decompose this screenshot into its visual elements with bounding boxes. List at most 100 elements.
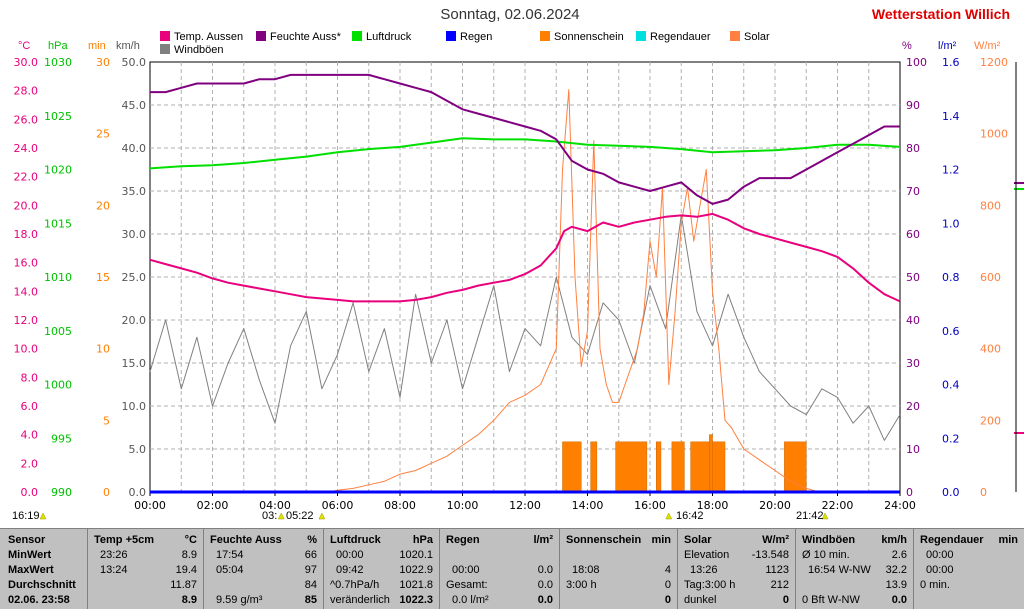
col-raindur: Regendauer min 00:00 00:00 0 min.	[920, 534, 1018, 591]
y-tick-solar: 800	[980, 199, 1001, 212]
unit-humidity: %	[902, 40, 912, 52]
sunshine-bar	[671, 441, 685, 493]
sunshine-bar	[656, 441, 662, 493]
y-tick-wind: 35.0	[122, 185, 147, 198]
legend-raindur: Regendauer	[636, 31, 711, 43]
y-tick-temp: 24.0	[14, 142, 39, 155]
y-tick-temp: 8.0	[21, 371, 39, 384]
y-tick-temp: 22.0	[14, 171, 39, 184]
y-tick-humidity: 50	[906, 271, 920, 284]
legend-wind: Windböen	[160, 44, 224, 56]
y-tick-rain: 0.4	[942, 379, 960, 392]
unit-minutes: min	[88, 40, 106, 52]
y-tick-humidity: 40	[906, 314, 920, 327]
x-tick-label: 06:00	[322, 499, 354, 512]
stats-table: Sensor MinWert MaxWert Durchschnitt 02.0…	[0, 528, 1024, 609]
x-tick-label: 24:00	[884, 499, 916, 512]
unit-wind: km/h	[116, 40, 140, 52]
y-tick-temp: 14.0	[14, 285, 39, 298]
y-tick-wind: 40.0	[122, 142, 147, 155]
y-tick-minutes: 30	[96, 56, 110, 69]
unit-rain: l/m²	[938, 40, 957, 52]
y-tick-wind: 10.0	[122, 400, 147, 413]
sunshine-bar	[690, 441, 726, 493]
y-tick-humidity: 20	[906, 400, 920, 413]
legend-solar: Solar	[730, 31, 770, 43]
y-tick-humidity: 90	[906, 99, 920, 112]
y-tick-rain: 0.8	[942, 271, 960, 284]
unit-solar: W/m²	[974, 40, 1001, 52]
y-tick-humidity: 30	[906, 357, 920, 370]
y-tick-pressure: 1005	[44, 325, 72, 338]
sunshine-bar	[709, 434, 713, 493]
y-tick-rain: 1.6	[942, 56, 960, 69]
series-line-windb-en	[149, 214, 901, 441]
series-line-temp-aussen	[149, 212, 901, 303]
y-tick-temp: 6.0	[21, 400, 39, 413]
x-tick-label: 04:00	[259, 499, 291, 512]
y-tick-temp: 26.0	[14, 113, 39, 126]
y-tick-minutes: 0	[103, 486, 110, 499]
y-tick-pressure: 1015	[44, 217, 72, 230]
y-tick-solar: 1000	[980, 128, 1008, 141]
y-tick-wind: 30.0	[122, 228, 147, 241]
y-tick-solar: 600	[980, 271, 1001, 284]
x-tick-label: 20:00	[759, 499, 791, 512]
y-tick-humidity: 60	[906, 228, 920, 241]
series-line-feuchte-auss-	[150, 73, 900, 205]
y-tick-temp: 12.0	[14, 314, 39, 327]
y-tick-solar: 1200	[980, 56, 1008, 69]
y-tick-pressure: 1025	[44, 110, 72, 123]
y-tick-humidity: 100	[906, 56, 927, 69]
chart-title: Sonntag, 02.06.2024	[440, 6, 580, 23]
col-humidity: Feuchte Auss% 17:54 66 05:04 97 84 9.59 g/…	[204, 529, 324, 609]
col-wind: Windböen km/h Ø 10 min. 2.6 16:54 W-NW 32.2…	[796, 529, 914, 609]
series-line-solar	[150, 89, 900, 493]
y-tick-rain: 0.2	[942, 432, 960, 445]
x-tick-label: 08:00	[384, 499, 416, 512]
x-tick-label: 12:00	[509, 499, 541, 512]
y-tick-solar: 400	[980, 343, 1001, 356]
y-tick-pressure: 1010	[44, 271, 72, 284]
y-tick-temp: 16.0	[14, 257, 39, 270]
sun-marker-icon	[277, 512, 285, 520]
chart-canvas: 0.0 2.0 4.0 6.0 8.0 10.0 12.0 14.0 16.0 18.0 20.0 2…	[14, 56, 1024, 520]
y-tick-pressure: 1030	[44, 56, 72, 69]
marker-t3: 16:42	[676, 510, 704, 522]
y-tick-wind: 45.0	[122, 99, 147, 112]
y-tick-pressure: 995	[51, 432, 72, 445]
y-tick-pressure: 1000	[44, 379, 72, 392]
y-tick-temp: 10.0	[14, 343, 39, 356]
x-tick-label: 10:00	[447, 499, 479, 512]
marker-left: 16:19	[12, 510, 40, 522]
y-tick-minutes: 15	[96, 271, 110, 284]
col-rain: Regen l/m² 00:00 0.0 Gesamt: 0.0 0.0 l/m² 0.…	[440, 529, 560, 609]
x-tick-label: 00:00	[134, 499, 166, 512]
y-tick-rain: 1.0	[942, 217, 960, 230]
y-tick-solar: 0	[980, 486, 987, 499]
sun-marker-icon	[39, 512, 47, 520]
x-tick-label: 02:00	[197, 499, 229, 512]
sun-marker-icon	[821, 512, 829, 520]
y-tick-minutes: 10	[96, 343, 110, 356]
y-tick-humidity: 10	[906, 443, 920, 456]
legend-sunshine: Sonnenschein	[540, 31, 624, 43]
y-tick-rain: 1.4	[942, 110, 960, 123]
legend-pressure: Luftdruck	[352, 31, 411, 43]
y-tick-humidity: 80	[906, 142, 920, 155]
unit-temp: °C	[18, 40, 31, 52]
y-tick-temp: 18.0	[14, 228, 39, 241]
y-tick-minutes: 25	[96, 128, 110, 141]
y-tick-wind: 20.0	[122, 314, 147, 327]
y-tick-temp: 28.0	[14, 85, 39, 98]
sun-marker-icon	[318, 512, 326, 520]
y-tick-minutes: 20	[96, 199, 110, 212]
col-solar: Solar W/m² Elevation -13.548 13:26 1123 Tag…	[678, 529, 796, 609]
y-tick-pressure: 990	[51, 486, 72, 499]
sunshine-bar	[784, 441, 807, 493]
y-tick-minutes: 5	[103, 414, 110, 427]
col-temp: Temp +5cm °C 23:26 8.9 13:24 19.4 11.87 8.9	[88, 529, 204, 609]
unit-pressure: hPa	[48, 40, 68, 52]
y-tick-rain: 1.2	[942, 164, 960, 177]
